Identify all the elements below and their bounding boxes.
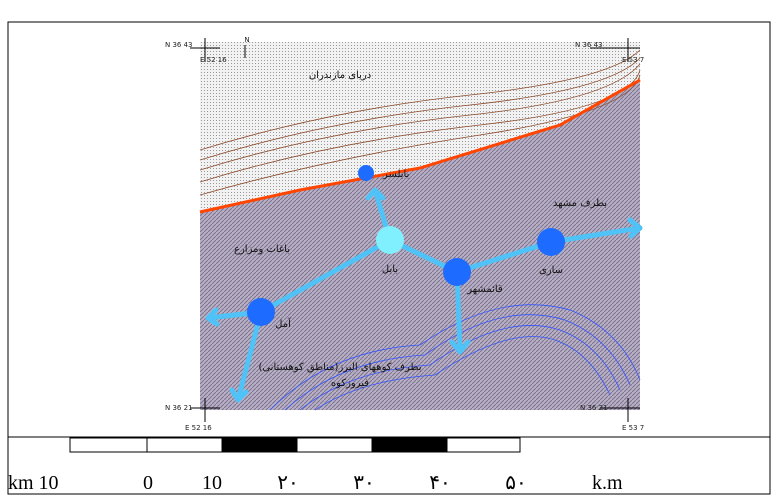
- coord: N 36 21: [165, 404, 193, 412]
- coord: E 52 16: [200, 56, 227, 64]
- coord: N 36 21: [580, 404, 608, 412]
- scale-label: 10: [202, 472, 222, 494]
- scale-label: ۳۰: [353, 472, 374, 494]
- place-label: دریای مازندران: [309, 70, 371, 81]
- scale-bar: [69, 437, 521, 453]
- coord: E 53 7: [622, 424, 644, 432]
- place-label: فیروزکوه: [331, 378, 369, 389]
- place-label: بابل: [382, 264, 398, 275]
- frame: [7, 21, 771, 495]
- coord: E 53 7: [622, 56, 644, 64]
- coord: N 36 43: [575, 41, 603, 49]
- scale-label: 0: [143, 472, 153, 494]
- place-label: بطرف مشهد: [553, 198, 607, 209]
- north-label: N: [244, 36, 249, 44]
- place-label: بطرف کوههای البرز(مناطق کوهستانی): [258, 362, 421, 373]
- scale-label: ۴۰: [429, 472, 450, 494]
- place-label: باغات ومزارع: [234, 244, 290, 255]
- scale-label: km 10: [8, 472, 59, 494]
- place-label: ساری: [539, 265, 563, 276]
- coord: E 52 16: [185, 424, 212, 432]
- scale-label: ۲۰: [277, 472, 298, 494]
- scale-labels: km 10 0 10 ۲۰ ۳۰ ۴۰ ۵۰ k.m: [8, 472, 623, 494]
- coord: N 36 43: [165, 41, 193, 49]
- place-label: آمل: [275, 317, 292, 330]
- scale-label: ۵۰: [505, 472, 526, 494]
- place-label: قائمشهر: [466, 284, 503, 295]
- scale-label: k.m: [592, 472, 623, 494]
- place-label: بابلسر: [382, 169, 409, 180]
- map-area: [190, 38, 643, 422]
